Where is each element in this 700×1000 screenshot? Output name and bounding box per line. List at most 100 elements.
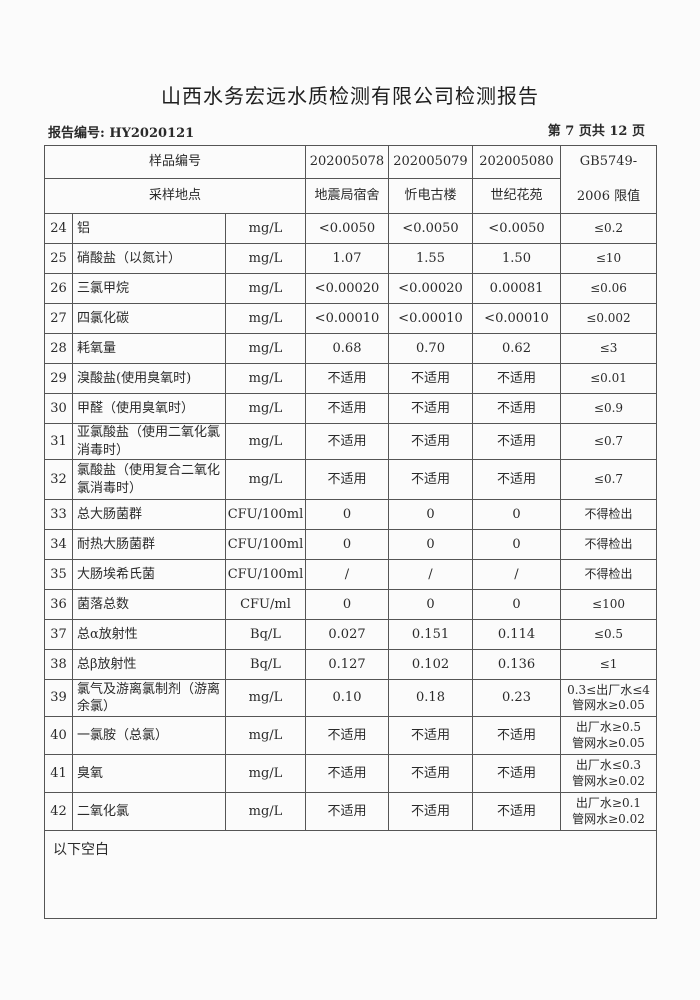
value-cell: 0.00081 — [472, 273, 561, 304]
item-unit: mg/L — [225, 273, 306, 304]
limit-header: GB5749- 2006 限值 — [560, 145, 657, 214]
table-row: 34 耐热大肠菌群 CFU/100ml 0 0 0 不得检出 — [44, 529, 657, 561]
limit-cell: 0.3≤出厂水≤4 管网水≥0.05 — [560, 679, 657, 718]
value-cell: / — [305, 559, 389, 591]
sample-id: 202005080 — [472, 145, 561, 179]
item-unit: mg/L — [225, 754, 306, 794]
table-row: 33 总大肠菌群 CFU/100ml 0 0 0 不得检出 — [44, 499, 657, 531]
value-cell: 1.50 — [472, 243, 561, 274]
value-cell: 不适用 — [472, 422, 561, 461]
limit-cell: ≤0.06 — [560, 273, 657, 304]
limit-cell: ≤10 — [560, 243, 657, 274]
item-number: 28 — [44, 333, 73, 364]
item-unit: mg/L — [225, 716, 306, 756]
table-row: 28 耗氧量 mg/L 0.68 0.70 0.62 ≤3 — [44, 333, 657, 364]
value-cell: 不适用 — [305, 422, 389, 461]
item-number: 39 — [44, 679, 73, 718]
item-number: 35 — [44, 559, 73, 591]
value-cell: 0 — [472, 589, 561, 621]
item-name: 亚氯酸盐（使用二氧化氯消毒时） — [72, 422, 226, 461]
value-cell: 不适用 — [388, 716, 473, 756]
value-cell: 不适用 — [388, 393, 473, 424]
table-row: 38 总β放射性 Bq/L 0.127 0.102 0.136 ≤1 — [44, 649, 657, 681]
item-unit: mg/L — [225, 393, 306, 424]
value-cell: 不适用 — [305, 792, 389, 832]
limit-cell: 不得检出 — [560, 559, 657, 591]
limit-cell: ≤0.002 — [560, 303, 657, 334]
value-cell: 1.07 — [305, 243, 389, 274]
item-name: 总α放射性 — [72, 619, 226, 651]
value-cell: <0.00010 — [305, 303, 389, 334]
item-number: 27 — [44, 303, 73, 334]
table-row: 36 菌落总数 CFU/ml 0 0 0 ≤100 — [44, 589, 657, 621]
value-cell: 不适用 — [388, 363, 473, 394]
value-cell: 不适用 — [305, 363, 389, 394]
value-cell: 0.151 — [388, 619, 473, 651]
item-unit: mg/L — [225, 792, 306, 832]
value-cell: 不适用 — [388, 459, 473, 501]
sample-no-label: 样品编号 — [44, 145, 306, 179]
value-cell: 0.62 — [472, 333, 561, 364]
item-unit: CFU/100ml — [225, 499, 306, 531]
table-row: 42 二氧化氯 mg/L 不适用 不适用 不适用 出厂水≥0.1 管网水≥0.02 — [44, 792, 657, 832]
value-cell: 不适用 — [472, 792, 561, 832]
item-number: 33 — [44, 499, 73, 531]
table-row: 30 甲醛（使用臭氧时） mg/L 不适用 不适用 不适用 ≤0.9 — [44, 393, 657, 424]
value-cell: 不适用 — [388, 754, 473, 794]
report-number: 报告编号: HY2020121 — [48, 126, 195, 141]
item-unit: CFU/100ml — [225, 529, 306, 561]
item-number: 25 — [44, 243, 73, 274]
value-cell: 0 — [305, 529, 389, 561]
item-unit: mg/L — [225, 243, 306, 274]
table-row: 27 四氯化碳 mg/L <0.00010 <0.00010 <0.00010 ≤0.002 — [44, 303, 657, 334]
value-cell: <0.00020 — [388, 273, 473, 304]
location-label: 采样地点 — [44, 178, 306, 214]
item-name: 总大肠菌群 — [72, 499, 226, 531]
item-unit: CFU/100ml — [225, 559, 306, 591]
item-unit: mg/L — [225, 459, 306, 501]
table-row: 37 总α放射性 Bq/L 0.027 0.151 0.114 ≤0.5 — [44, 619, 657, 651]
value-cell: 不适用 — [472, 393, 561, 424]
value-cell: 0.18 — [388, 679, 473, 718]
limit-cell: ≤0.2 — [560, 213, 657, 244]
limit-cell: 不得检出 — [560, 529, 657, 561]
item-number: 26 — [44, 273, 73, 304]
item-number: 24 — [44, 213, 73, 244]
item-name: 菌落总数 — [72, 589, 226, 621]
value-cell: 不适用 — [472, 754, 561, 794]
limit-cell: ≤0.5 — [560, 619, 657, 651]
table-row: 32 氯酸盐（使用复合二氧化氯消毒时） mg/L 不适用 不适用 不适用 ≤0.7 — [44, 459, 657, 501]
table-row: 39 氯气及游离氯制剂（游离余氯） mg/L 0.10 0.18 0.23 0.3≤出厂水≤… — [44, 679, 657, 718]
item-number: 38 — [44, 649, 73, 681]
item-number: 29 — [44, 363, 73, 394]
item-name: 二氧化氯 — [72, 792, 226, 832]
limit-cell: 不得检出 — [560, 499, 657, 531]
value-cell: 不适用 — [305, 393, 389, 424]
item-name: 氯气及游离氯制剂（游离余氯） — [72, 679, 226, 718]
sample-location: 地震局宿舍 — [305, 178, 389, 214]
item-name: 耐热大肠菌群 — [72, 529, 226, 561]
value-cell: 0.68 — [305, 333, 389, 364]
item-name: 总β放射性 — [72, 649, 226, 681]
table-row: 26 三氯甲烷 mg/L <0.00020 <0.00020 0.00081 ≤0.06 — [44, 273, 657, 304]
item-number: 40 — [44, 716, 73, 756]
limit-cell: ≤1 — [560, 649, 657, 681]
item-unit: Bq/L — [225, 619, 306, 651]
limit-cell: ≤3 — [560, 333, 657, 364]
item-number: 32 — [44, 459, 73, 501]
item-name: 四氯化碳 — [72, 303, 226, 334]
value-cell: 0 — [472, 499, 561, 531]
item-unit: mg/L — [225, 213, 306, 244]
item-unit: Bq/L — [225, 649, 306, 681]
value-cell: 0.102 — [388, 649, 473, 681]
value-cell: 0.114 — [472, 619, 561, 651]
value-cell: 0 — [388, 529, 473, 561]
item-unit: CFU/ml — [225, 589, 306, 621]
item-name: 耗氧量 — [72, 333, 226, 364]
value-cell: <0.00010 — [472, 303, 561, 334]
table-row: 25 硝酸盐（以氮计） mg/L 1.07 1.55 1.50 ≤10 — [44, 243, 657, 274]
value-cell: 1.55 — [388, 243, 473, 274]
page-indicator: 第 7 页共 12 页 — [547, 124, 645, 139]
item-unit: mg/L — [225, 333, 306, 364]
limit-cell: ≤0.01 — [560, 363, 657, 394]
